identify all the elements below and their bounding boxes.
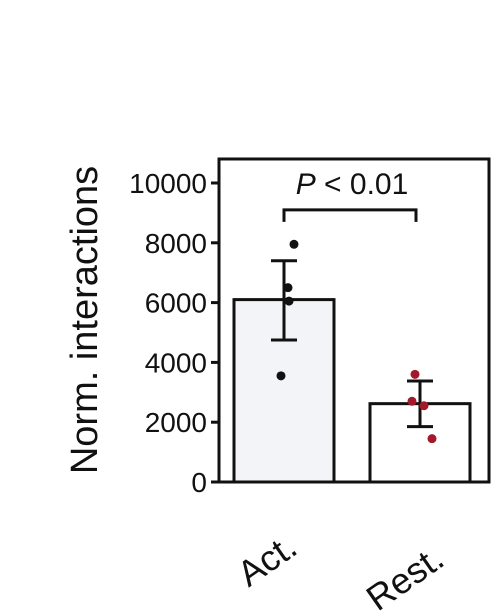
y-axis: 0 2000 4000 6000 8000 10000 — [129, 168, 219, 498]
plot-border — [217, 157, 491, 484]
significance-label: P < 0.01 — [296, 168, 409, 201]
data-points — [276, 239, 437, 444]
plot-frame — [217, 157, 491, 484]
y-tick-label: 0 — [191, 467, 207, 498]
y-tick-label: 10000 — [129, 168, 207, 199]
y-tick-label: 8000 — [145, 228, 207, 259]
significance-annotation: P < 0.01 — [282, 168, 418, 222]
y-tick-label: 2000 — [145, 407, 207, 438]
data-point — [427, 434, 437, 444]
y-tick-label: 6000 — [145, 288, 207, 319]
data-point — [284, 296, 294, 306]
p-symbol: P — [296, 168, 316, 201]
y-tick-label: 4000 — [145, 347, 207, 378]
data-point — [410, 369, 420, 379]
x-category-label: Rest. — [359, 537, 451, 613]
data-point — [283, 283, 293, 293]
data-point — [407, 396, 417, 406]
data-point — [419, 401, 429, 411]
x-axis: Act. Rest. — [230, 525, 451, 613]
p-threshold: < 0.01 — [316, 168, 409, 201]
data-point — [276, 371, 286, 381]
significance-bracket — [282, 208, 418, 222]
bars — [232, 298, 472, 484]
data-point — [289, 239, 299, 249]
x-category-label: Act. — [230, 525, 304, 594]
y-axis-title: Norm. interactions — [64, 166, 106, 474]
